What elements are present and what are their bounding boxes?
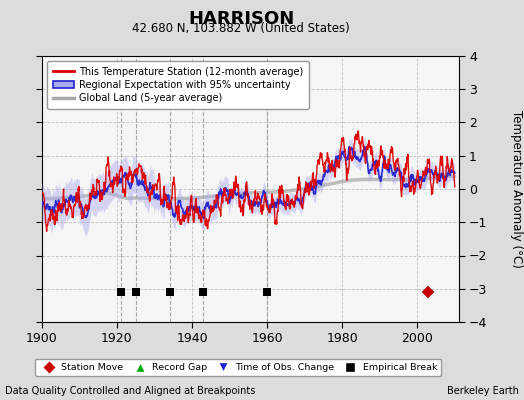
Legend: Station Move, Record Gap, Time of Obs. Change, Empirical Break: Station Move, Record Gap, Time of Obs. C… xyxy=(36,358,441,376)
Y-axis label: Temperature Anomaly (°C): Temperature Anomaly (°C) xyxy=(509,110,522,268)
Text: HARRISON: HARRISON xyxy=(188,10,294,28)
Text: 42.680 N, 103.882 W (United States): 42.680 N, 103.882 W (United States) xyxy=(132,22,350,35)
Legend: This Temperature Station (12-month average), Regional Expectation with 95% uncer: This Temperature Station (12-month avera… xyxy=(47,61,309,109)
Text: Data Quality Controlled and Aligned at Breakpoints: Data Quality Controlled and Aligned at B… xyxy=(5,386,256,396)
Text: Berkeley Earth: Berkeley Earth xyxy=(447,386,519,396)
